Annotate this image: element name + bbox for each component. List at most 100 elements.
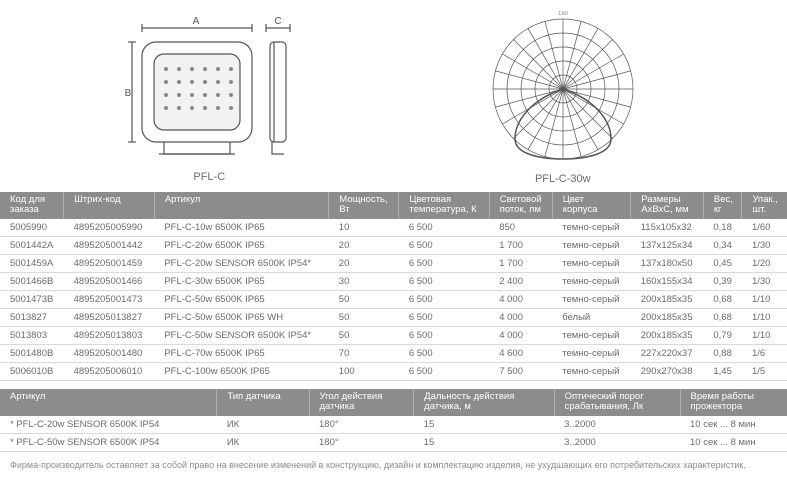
- spec-col-header: Упак.,шт.: [742, 192, 787, 219]
- table-cell: 6 500: [399, 290, 489, 308]
- table-cell: 6 500: [399, 326, 489, 344]
- table-cell: темно-серый: [552, 344, 630, 362]
- sensor-col-header: Дальность действиядатчика, м: [414, 389, 554, 416]
- table-cell: 200х185х35: [631, 326, 704, 344]
- table-cell: 0,88: [703, 344, 742, 362]
- table-cell: белый: [552, 308, 630, 326]
- table-cell: ИК: [217, 433, 309, 451]
- table-cell: PFL-C-20w SENSOR 6500K IP54*: [154, 254, 328, 272]
- table-cell: PFL-C-50w 6500K IP65: [154, 290, 328, 308]
- table-cell: 4895205001459: [64, 254, 155, 272]
- table-cell: 15: [414, 416, 554, 434]
- diagram-polar-svg: 180: [463, 11, 663, 171]
- svg-text:B: B: [125, 88, 132, 99]
- table-cell: 4895205013827: [64, 308, 155, 326]
- table-cell: 4 000: [489, 290, 552, 308]
- table-cell: 1,45: [703, 362, 742, 380]
- table-cell: 137х180х50: [631, 254, 704, 272]
- table-cell: 1/10: [742, 326, 787, 344]
- table-cell: PFL-C-30w 6500K IP65: [154, 272, 328, 290]
- table-cell: темно-серый: [552, 326, 630, 344]
- sensor-col-header: Оптический порогсрабатывания, Лк: [554, 389, 680, 416]
- table-cell: 5001473B: [0, 290, 64, 308]
- sensor-col-header: Артикул: [0, 389, 217, 416]
- table-cell: 1 700: [489, 254, 552, 272]
- table-cell: 4895205001480: [64, 344, 155, 362]
- table-row: * PFL-C-20w SENSOR 6500K IP54ИК180°153..…: [0, 416, 787, 434]
- table-row: 50138034895205013803PFL-C-50w SENSOR 650…: [0, 326, 787, 344]
- table-cell: 4 000: [489, 308, 552, 326]
- table-cell: 10: [329, 219, 399, 237]
- table-cell: темно-серый: [552, 254, 630, 272]
- table-row: 5001442A4895205001442PFL-C-20w 6500K IP6…: [0, 236, 787, 254]
- table-cell: 5013803: [0, 326, 64, 344]
- table-cell: 3..2000: [554, 433, 680, 451]
- table-cell: 5001466B: [0, 272, 64, 290]
- table-cell: 1/10: [742, 290, 787, 308]
- diagram-pfl-c-svg: A C B: [124, 14, 294, 169]
- diagram-pfl-c-label: PFL-C: [124, 171, 294, 183]
- sensor-col-header: Угол действиядатчика: [309, 389, 414, 416]
- table-cell: 4895205013803: [64, 326, 155, 344]
- table-cell: 10 сек ... 8 мин: [680, 433, 787, 451]
- table-cell: 4895205006010: [64, 362, 155, 380]
- spec-col-header: РазмерыАхВхС, мм: [631, 192, 704, 219]
- sensor-table-body: * PFL-C-20w SENSOR 6500K IP54ИК180°153..…: [0, 416, 787, 452]
- table-cell: 6 500: [399, 236, 489, 254]
- diagram-polar: 180 PFL-C-30w: [463, 11, 663, 185]
- table-cell: 0,34: [703, 236, 742, 254]
- table-row: 5001473B4895205001473PFL-C-50w 6500K IP6…: [0, 290, 787, 308]
- table-row: 5006010B4895205006010PFL-C-100w 6500K IP…: [0, 362, 787, 380]
- table-cell: 0,18: [703, 219, 742, 237]
- table-cell: 20: [329, 254, 399, 272]
- svg-text:180: 180: [558, 11, 569, 17]
- table-row: 5001459A4895205001459PFL-C-20w SENSOR 65…: [0, 254, 787, 272]
- table-cell: 50: [329, 308, 399, 326]
- table-cell: темно-серый: [552, 272, 630, 290]
- spec-table-body: 50059904895205005990PFL-C-10w 6500K IP65…: [0, 219, 787, 381]
- table-cell: 115х105х32: [631, 219, 704, 237]
- table-cell: 5013827: [0, 308, 64, 326]
- svg-text:A: A: [193, 16, 200, 27]
- table-cell: 850: [489, 219, 552, 237]
- table-cell: 1 700: [489, 236, 552, 254]
- table-cell: 0,68: [703, 308, 742, 326]
- table-cell: 227х220х37: [631, 344, 704, 362]
- table-cell: PFL-C-70w 6500K IP65: [154, 344, 328, 362]
- table-row: 5001466B4895205001466PFL-C-30w 6500K IP6…: [0, 272, 787, 290]
- table-cell: 4895205001442: [64, 236, 155, 254]
- table-cell: PFL-C-50w 6500K IP65 WH: [154, 308, 328, 326]
- table-row: * PFL-C-50w SENSOR 6500K IP54ИК180°153..…: [0, 433, 787, 451]
- table-cell: 5006010B: [0, 362, 64, 380]
- diagram-polar-label: PFL-C-30w: [463, 173, 663, 185]
- table-cell: 180°: [309, 433, 414, 451]
- table-cell: PFL-C-100w 6500K IP65: [154, 362, 328, 380]
- table-cell: 4 000: [489, 326, 552, 344]
- spec-col-header: Артикул: [154, 192, 328, 219]
- table-cell: PFL-C-20w 6500K IP65: [154, 236, 328, 254]
- table-cell: 5001442A: [0, 236, 64, 254]
- table-cell: 0,68: [703, 290, 742, 308]
- table-cell: 0,45: [703, 254, 742, 272]
- table-cell: темно-серый: [552, 236, 630, 254]
- spec-col-header: Световойпоток, лм: [489, 192, 552, 219]
- table-cell: 180°: [309, 416, 414, 434]
- sensor-col-header: Тип датчика: [217, 389, 309, 416]
- table-cell: 10 сек ... 8 мин: [680, 416, 787, 434]
- table-cell: 200х185х35: [631, 308, 704, 326]
- table-cell: ИК: [217, 416, 309, 434]
- table-cell: PFL-C-10w 6500K IP65: [154, 219, 328, 237]
- spec-table-head: Код длязаказаШтрих-кодАртикулМощность,Вт…: [0, 192, 787, 219]
- table-cell: 20: [329, 236, 399, 254]
- table-row: 50059904895205005990PFL-C-10w 6500K IP65…: [0, 219, 787, 237]
- spec-col-header: Цветоваятемпература, К: [399, 192, 489, 219]
- table-cell: темно-серый: [552, 362, 630, 380]
- spec-col-header: Код длязаказа: [0, 192, 64, 219]
- sensor-col-header: Время работыпрожектора: [680, 389, 787, 416]
- spec-col-header: Штрих-код: [64, 192, 155, 219]
- table-cell: 100: [329, 362, 399, 380]
- table-cell: темно-серый: [552, 290, 630, 308]
- table-row: 50138274895205013827PFL-C-50w 6500K IP65…: [0, 308, 787, 326]
- table-cell: 5005990: [0, 219, 64, 237]
- table-cell: 6 500: [399, 308, 489, 326]
